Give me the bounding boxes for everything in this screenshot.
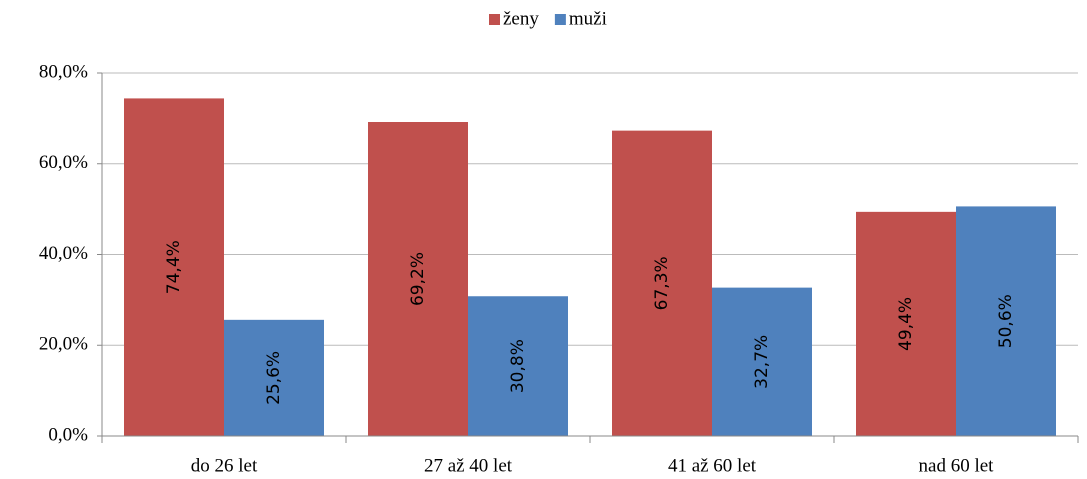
data-label: 30,8% (508, 339, 528, 393)
bar (368, 122, 468, 436)
bar (224, 319, 324, 436)
data-label: 67,3% (652, 256, 672, 310)
y-tick-label: 20,0% (39, 334, 88, 355)
legend-label: muži (569, 8, 607, 29)
data-label: 49,4% (896, 297, 916, 351)
x-tick-label: nad 60 let (919, 455, 995, 476)
y-tick-label: 60,0% (39, 152, 88, 173)
bar (712, 287, 812, 436)
bar (956, 206, 1056, 436)
bar (124, 98, 224, 436)
y-tick-label: 40,0% (39, 243, 88, 264)
legend-label: ženy (503, 8, 539, 29)
bar (612, 130, 712, 436)
y-tick-label: 0,0% (48, 424, 88, 445)
data-label: 25,6% (264, 351, 284, 405)
data-label: 50,6% (996, 294, 1016, 348)
legend-swatch (554, 14, 566, 25)
data-label: 69,2% (408, 252, 428, 306)
x-tick-label: 27 až 40 let (424, 455, 513, 476)
y-tick-label: 80,0% (39, 61, 88, 82)
legend-swatch (489, 14, 500, 25)
x-tick-label: 41 až 60 let (668, 455, 757, 476)
x-tick-label: do 26 let (191, 455, 258, 476)
bar (468, 296, 568, 436)
bar (856, 211, 956, 436)
data-label: 74,4% (164, 240, 184, 294)
data-label: 32,7% (752, 335, 772, 389)
